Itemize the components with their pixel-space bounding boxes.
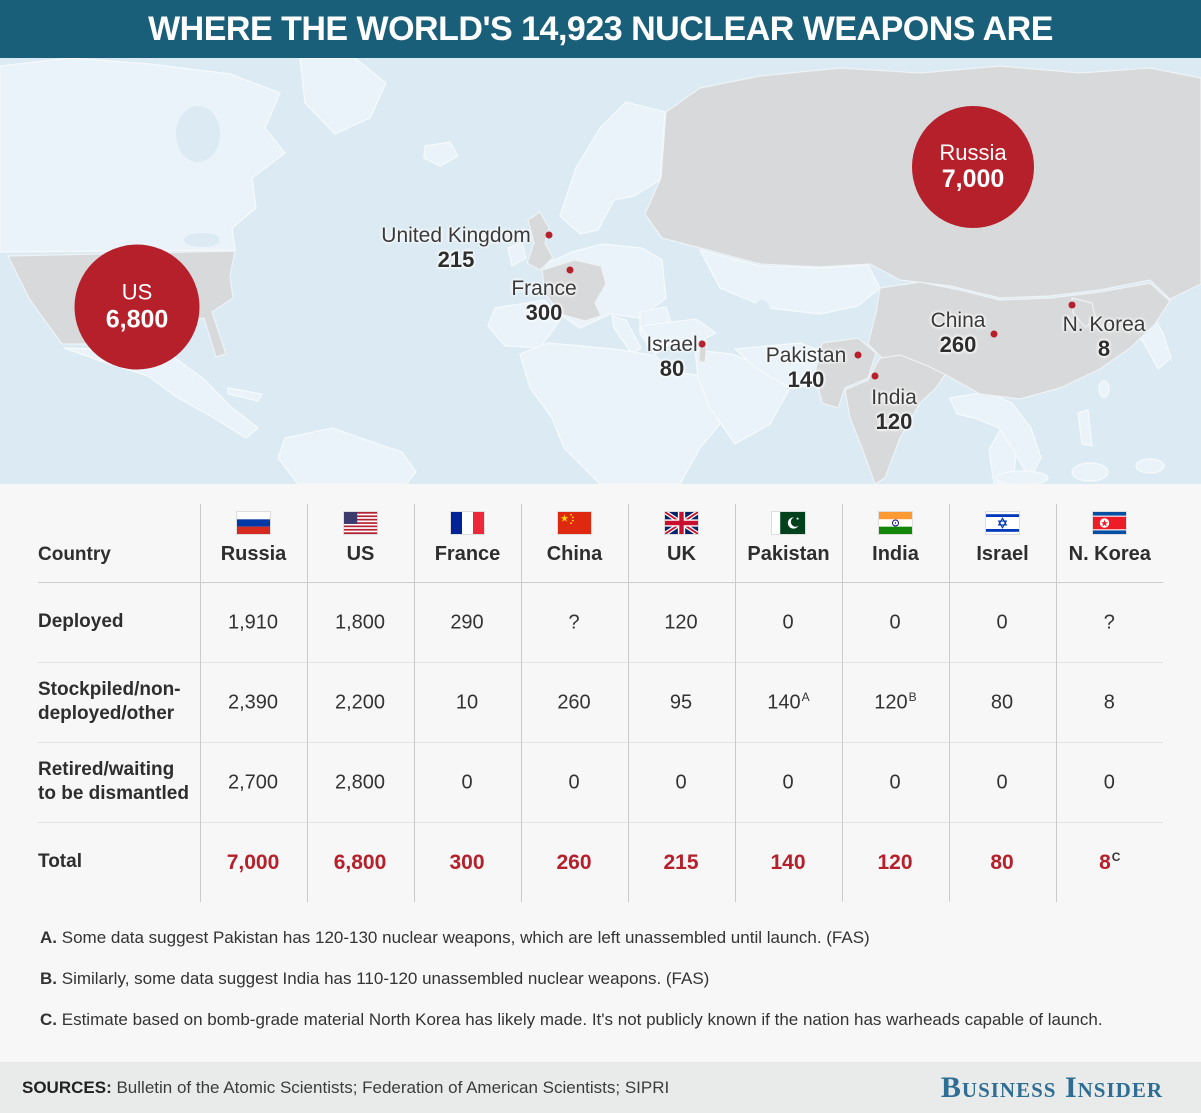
weapons-table: Country Russia US France bbox=[38, 504, 1163, 902]
map-label-china: China 260 bbox=[930, 309, 986, 357]
map-label-france: France 300 bbox=[511, 277, 577, 325]
table-cell: 7,000 bbox=[199, 821, 307, 902]
column-header-north-korea: N. Korea bbox=[1055, 504, 1163, 582]
table-cell: 140A bbox=[734, 661, 842, 742]
marker-dot-israel bbox=[698, 340, 706, 348]
table-cell: 6,800 bbox=[306, 821, 414, 902]
column-header-china: China bbox=[520, 504, 628, 582]
marker-dot-france bbox=[566, 266, 574, 274]
bubble-country: Russia bbox=[939, 139, 1007, 165]
table-cell: 0 bbox=[948, 741, 1056, 822]
flag-north-korea-icon bbox=[1093, 511, 1127, 534]
table-cell: 0 bbox=[841, 741, 949, 822]
bubble-country: US bbox=[121, 279, 153, 305]
table-cell: 140 bbox=[734, 821, 842, 902]
map-label-north-korea: N. Korea 8 bbox=[1062, 313, 1146, 361]
row-label: Retired/waiting to be dismantled bbox=[38, 741, 200, 822]
column-header-russia: Russia bbox=[199, 504, 307, 582]
weapons-table-section: Country Russia US France bbox=[0, 484, 1201, 902]
map-label-pakistan: Pakistan 140 bbox=[765, 344, 847, 392]
page-title: WHERE THE WORLD'S 14,923 NUCLEAR WEAPONS… bbox=[148, 9, 1053, 48]
table-cell: 95 bbox=[627, 661, 735, 742]
sources-text: SOURCES: Bulletin of the Atomic Scientis… bbox=[22, 1077, 670, 1097]
marker-dot-north-korea bbox=[1068, 301, 1076, 309]
map-bubble-russia: Russia 7,000 bbox=[912, 106, 1034, 228]
table-cell: 0 bbox=[841, 581, 949, 662]
table-cell: 0 bbox=[413, 741, 521, 822]
map-bubble-us: US 6,800 bbox=[74, 244, 200, 370]
flag-uk-icon bbox=[665, 511, 698, 534]
flag-india-icon bbox=[879, 511, 912, 534]
footer-bar: SOURCES: Bulletin of the Atomic Scientis… bbox=[0, 1062, 1201, 1113]
table-row-retired: Retired/waiting to be dismantled 2,700 2… bbox=[38, 741, 1163, 822]
column-header-india: India bbox=[841, 504, 949, 582]
table-header-row: Country Russia US France bbox=[38, 504, 1163, 582]
column-header-france: France bbox=[413, 504, 521, 582]
map-label-uk: United Kingdom 215 bbox=[381, 224, 531, 272]
flag-israel-icon bbox=[986, 511, 1019, 534]
table-cell: 80 bbox=[948, 661, 1056, 742]
table-cell: 0 bbox=[734, 741, 842, 822]
table-cell: ? bbox=[1055, 581, 1163, 662]
flag-us-icon bbox=[344, 511, 377, 534]
table-cell: 2,800 bbox=[306, 741, 414, 822]
table-cell: 0 bbox=[1055, 741, 1163, 822]
flag-pakistan-icon bbox=[772, 511, 805, 534]
map-label-india: India 120 bbox=[871, 386, 917, 434]
table-cell: 0 bbox=[627, 741, 735, 822]
country-header: Country bbox=[38, 543, 111, 565]
column-header-israel: Israel bbox=[948, 504, 1056, 582]
table-cell: 2,390 bbox=[199, 661, 307, 742]
table-cell: 120 bbox=[627, 581, 735, 662]
table-cell: 8C bbox=[1055, 821, 1163, 902]
row-label: Deployed bbox=[38, 581, 200, 662]
table-cell: 120 bbox=[841, 821, 949, 902]
table-cell: 260 bbox=[520, 821, 628, 902]
footnote-b: B. Similarly, some data suggest India ha… bbox=[40, 969, 710, 988]
business-insider-logo: Business Insider bbox=[940, 1070, 1163, 1104]
flag-france-icon bbox=[451, 511, 484, 534]
marker-dot-china bbox=[990, 330, 998, 338]
table-cell: 2,700 bbox=[199, 741, 307, 822]
map-label-israel: Israel 80 bbox=[646, 333, 698, 381]
title-bar: WHERE THE WORLD'S 14,923 NUCLEAR WEAPONS… bbox=[0, 0, 1201, 58]
table-cell: 300 bbox=[413, 821, 521, 902]
sources-label: SOURCES: bbox=[22, 1077, 112, 1097]
row-label: Stockpiled/non-deployed/other bbox=[38, 661, 200, 742]
table-cell: 0 bbox=[520, 741, 628, 822]
table-cell: 1,910 bbox=[199, 581, 307, 662]
footnote-c: C. Estimate based on bomb-grade material… bbox=[40, 1010, 1103, 1029]
table-cell: 290 bbox=[413, 581, 521, 662]
column-header-uk: UK bbox=[627, 504, 735, 582]
marker-dot-india bbox=[871, 372, 879, 380]
flag-china-icon bbox=[558, 511, 591, 534]
marker-dot-pakistan bbox=[854, 351, 862, 359]
table-cell: 80 bbox=[948, 821, 1056, 902]
table-cell: 2,200 bbox=[306, 661, 414, 742]
table-cell: ? bbox=[520, 581, 628, 662]
column-header-us: US bbox=[306, 504, 414, 582]
bubble-value: 7,000 bbox=[941, 165, 1005, 194]
table-row-deployed: Deployed 1,910 1,800 290 ? 120 0 0 0 ? bbox=[38, 581, 1163, 662]
marker-dot-uk bbox=[545, 231, 553, 239]
bubble-value: 6,800 bbox=[105, 305, 169, 334]
world-map: US 6,800 Russia 7,000 United Kingdom 215… bbox=[0, 58, 1201, 484]
table-cell: 1,800 bbox=[306, 581, 414, 662]
table-cell: 0 bbox=[734, 581, 842, 662]
column-header-pakistan: Pakistan bbox=[734, 504, 842, 582]
flag-russia-icon bbox=[237, 511, 270, 534]
table-cell: 8 bbox=[1055, 661, 1163, 742]
table-cell: 260 bbox=[520, 661, 628, 742]
table-row-total: Total 7,000 6,800 300 260 215 140 120 80… bbox=[38, 821, 1163, 902]
table-row-stockpiled: Stockpiled/non-deployed/other 2,390 2,20… bbox=[38, 661, 1163, 742]
footnote-a: A. Some data suggest Pakistan has 120-13… bbox=[40, 928, 870, 947]
row-label: Total bbox=[38, 821, 200, 902]
table-cell: 215 bbox=[627, 821, 735, 902]
table-cell: 0 bbox=[948, 581, 1056, 662]
footnotes: A. Some data suggest Pakistan has 120-13… bbox=[0, 902, 1201, 1030]
table-cell: 120B bbox=[841, 661, 949, 742]
table-cell: 10 bbox=[413, 661, 521, 742]
